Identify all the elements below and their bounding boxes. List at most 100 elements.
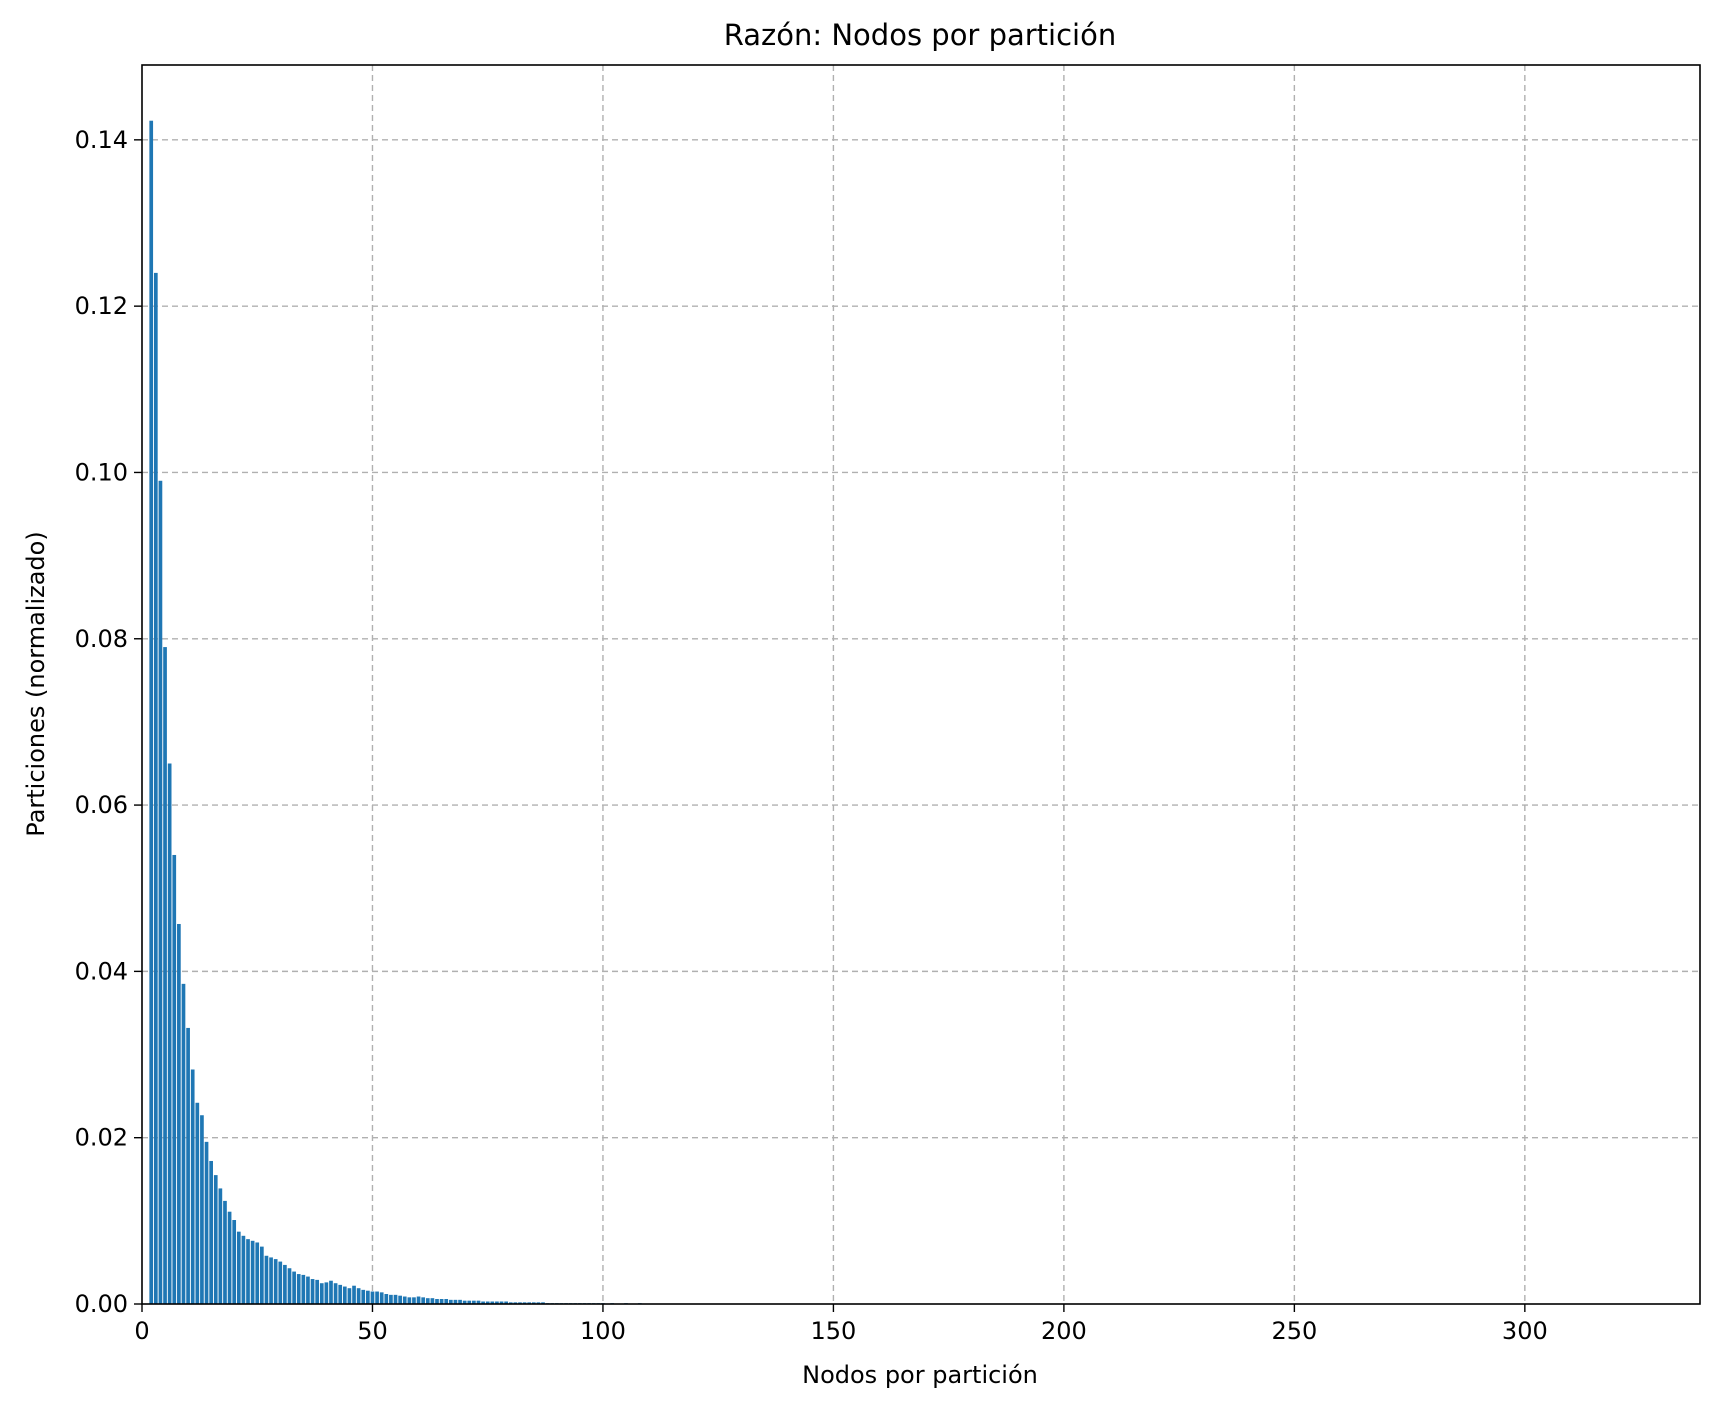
x-tick-label: 100 [580,1317,626,1345]
x-axis-label: Nodos por partición [802,1361,1038,1389]
bar [158,480,163,1304]
bar [181,983,186,1304]
bar [531,1302,536,1304]
bar [227,1211,232,1304]
bar [329,1280,333,1304]
bar [476,1300,481,1304]
bar [301,1274,306,1304]
bars [149,120,642,1305]
bar [462,1300,467,1304]
bar [379,1292,384,1304]
y-axis-label: Particiones (normalizado) [22,531,50,836]
bar [342,1286,347,1304]
bar [190,1069,195,1304]
y-tick-label: 0.06 [75,791,128,819]
bar [384,1294,389,1304]
bar [260,1246,264,1304]
bar [236,1231,241,1304]
bar [366,1290,370,1304]
bar [310,1279,315,1304]
chart-title: Razón: Nodos por partición [724,18,1116,52]
bar [412,1297,416,1304]
bar [338,1284,343,1304]
bar [232,1220,237,1304]
bar [425,1298,430,1304]
bar [255,1242,260,1304]
bar [223,1200,227,1304]
x-tick-label: 150 [811,1317,857,1345]
bar [209,1160,213,1304]
bar [149,120,154,1305]
bar [389,1294,393,1304]
grid-lines [142,65,1700,1304]
bar [481,1301,485,1304]
bar [499,1301,504,1304]
bar [435,1299,439,1304]
x-tick-label: 250 [1271,1317,1317,1345]
bar [333,1283,338,1304]
bar [213,1175,218,1304]
x-tick-label: 50 [357,1317,388,1345]
plot-frame [141,64,1701,1305]
bar [315,1279,320,1304]
y-tick-label: 0.10 [75,458,128,486]
bar [393,1294,398,1304]
x-tick-label: 200 [1041,1317,1087,1345]
y-tick-label: 0.08 [75,625,128,653]
bar [541,1302,545,1304]
bar [485,1301,490,1304]
axis-ticks: 0 50 100 150 200 250 300 0.00 0.02 0.04 0.06 0.08 0.… [75,126,1548,1345]
bar [421,1297,426,1304]
bar [490,1301,495,1304]
bar [278,1261,283,1304]
bar [283,1264,287,1304]
bar [246,1239,250,1304]
bar [536,1302,541,1304]
bar [430,1298,435,1304]
bar [472,1300,476,1304]
bar [319,1283,324,1304]
bar [163,647,167,1304]
bar [495,1301,499,1304]
bar [518,1302,522,1304]
bar [204,1141,209,1304]
bar [356,1288,361,1304]
bar [352,1285,356,1304]
y-tick-label: 0.04 [75,957,128,985]
bar [522,1302,527,1304]
bar [375,1291,379,1304]
bar [306,1276,310,1304]
bar [153,272,158,1304]
bar [444,1299,449,1304]
bar [398,1295,402,1304]
bar [218,1188,223,1304]
bar [513,1302,518,1304]
bar [273,1259,278,1304]
bar [407,1297,412,1304]
bar [269,1257,273,1304]
bar [264,1255,269,1304]
bar [448,1299,453,1304]
bar [347,1288,352,1304]
bar [292,1271,296,1304]
bar [186,1027,190,1304]
bar [177,923,181,1304]
bar [402,1296,407,1304]
x-tick-label: 0 [134,1317,149,1345]
x-tick-label: 300 [1502,1317,1548,1345]
y-tick-label: 0.14 [75,126,128,154]
y-tick-label: 0.00 [75,1290,128,1318]
bar [195,1102,200,1304]
bar [467,1300,472,1304]
y-tick-label: 0.02 [75,1124,128,1152]
bar [172,854,177,1304]
bar [361,1289,366,1304]
bar [250,1240,255,1304]
bar [458,1299,462,1304]
bar [527,1302,532,1304]
bar [167,763,172,1304]
bar [416,1296,421,1304]
y-tick-label: 0.12 [75,292,128,320]
